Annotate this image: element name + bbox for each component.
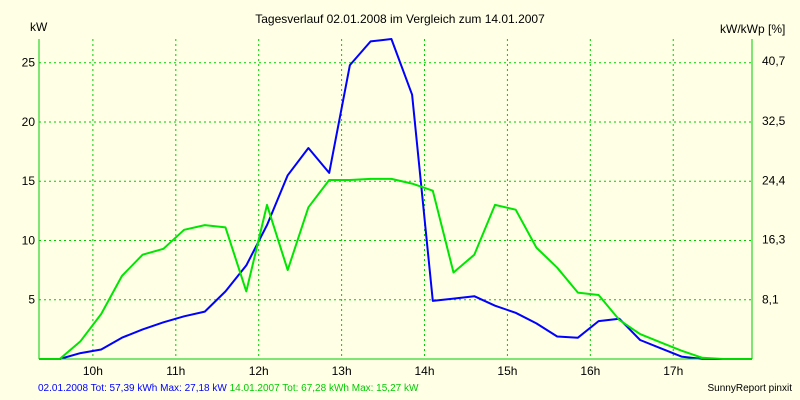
x-tick-label: 13h (332, 364, 352, 378)
tick-labels: 10h 11h 12h 13h 14h 15h 16h 17h 5 10 15 20 25 8,1 16,3… (22, 54, 786, 378)
y-left-tick-label: 25 (22, 56, 36, 70)
credit-text: SunnyReport pinxit (707, 383, 793, 394)
y-left-tick-label: 20 (22, 115, 36, 129)
series-line-2 (39, 177, 752, 360)
x-tick-label: 17h (663, 364, 683, 378)
chart-title: Tagesverlauf 02.01.2008 im Vergleich zum… (255, 12, 545, 26)
legend-summary: 02.01.2008 Tot: 57,39 kWh Max: 27,18 kW … (38, 383, 418, 394)
y-left-tick-label: 15 (22, 174, 36, 188)
y-right-tick-label: 16,3 (762, 233, 786, 247)
x-tick-label: 15h (497, 364, 517, 378)
y-left-tick-label: 10 (22, 233, 36, 247)
y-right-tick-label: 24,4 (762, 173, 786, 187)
axes (38, 39, 753, 360)
x-tick-label: 14h (415, 364, 435, 378)
series-layer (39, 38, 752, 360)
y-left-tick-label: 5 (28, 293, 35, 307)
right-axis-label: kW/kWp [%] (720, 22, 785, 36)
x-tick-label: 10h (83, 364, 103, 378)
x-tick-label: 12h (249, 364, 269, 378)
legend-series-1: 02.01.2008 Tot: 57,39 kWh Max: 27,18 kW (38, 383, 227, 394)
y-right-tick-label: 8,1 (762, 293, 779, 307)
left-axis-label: kW (30, 20, 48, 34)
x-tick-label: 16h (580, 364, 600, 378)
x-tick-label: 11h (166, 364, 185, 378)
grid (39, 39, 752, 359)
y-right-tick-label: 32,5 (762, 114, 786, 128)
y-right-tick-label: 40,7 (762, 54, 786, 68)
legend-series-2: 14.01.2007 Tot: 67,28 kWh Max: 15,27 kW (229, 383, 419, 394)
